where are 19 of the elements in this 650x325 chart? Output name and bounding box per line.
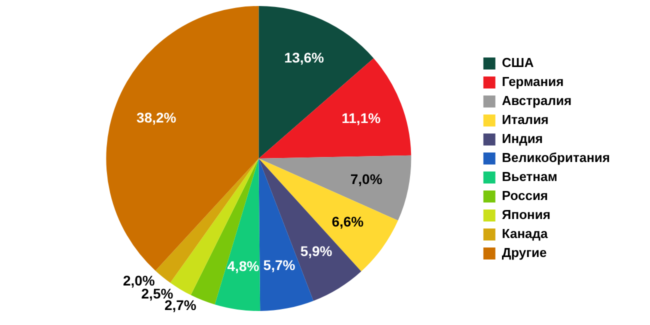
legend-label: Великобритания	[502, 150, 610, 166]
legend-label: Индия	[502, 131, 543, 146]
data-label: 5,7%	[263, 257, 296, 274]
data-label: 11,1%	[342, 110, 382, 126]
data-label: 6,6%	[332, 214, 364, 230]
legend-label: Япония	[502, 207, 550, 222]
legend-label: Вьетнам	[502, 169, 558, 184]
data-label: 38,2%	[136, 109, 177, 126]
legend-label: Другие	[502, 245, 547, 260]
legend-label: Россия	[502, 188, 548, 204]
legend-label: Италия	[502, 112, 549, 128]
data-label: 13,6%	[284, 49, 325, 66]
data-label: 7,0%	[350, 171, 383, 188]
legend-label: Австралия	[502, 93, 572, 108]
legend-label: Германия	[502, 74, 564, 90]
legend-label: США	[502, 55, 534, 70]
data-label: 4,8%	[227, 258, 260, 274]
legend-label: Канада	[502, 226, 549, 242]
data-label: 5,9%	[300, 242, 333, 259]
